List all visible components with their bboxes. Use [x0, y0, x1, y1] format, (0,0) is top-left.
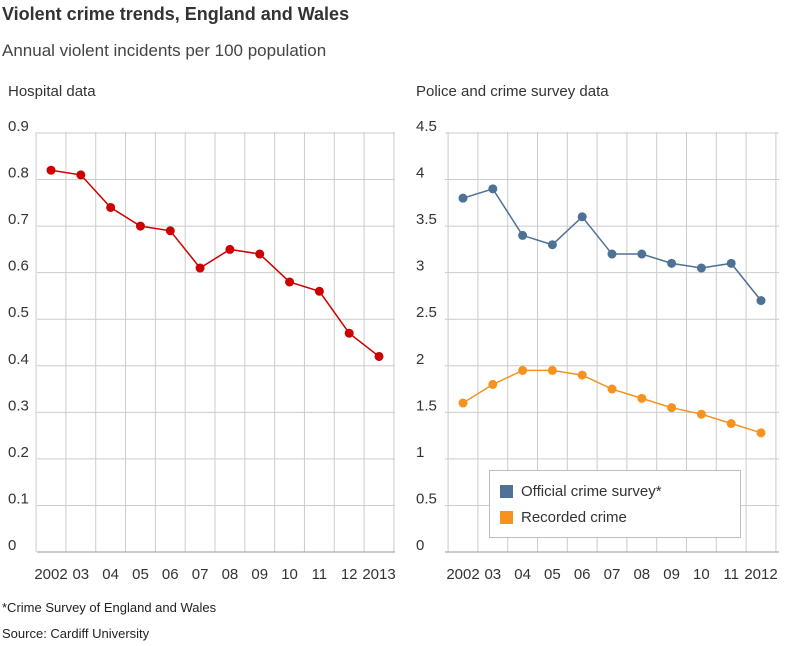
x-tick-label: 2002	[34, 566, 67, 583]
y-tick-label: 0.4	[8, 351, 29, 368]
x-tick-label: 07	[604, 566, 621, 583]
data-point	[726, 258, 736, 268]
data-point	[577, 212, 587, 222]
y-tick-label: 0.8	[8, 165, 29, 182]
data-point	[458, 193, 468, 203]
chart-title: Violent crime trends, England and Wales	[2, 4, 350, 24]
data-point	[607, 384, 617, 394]
x-tick-label: 09	[663, 566, 680, 583]
y-tick-label: 2.5	[416, 304, 437, 321]
legend: Official crime survey* Recorded crime	[489, 470, 741, 538]
y-tick-label: 2	[416, 351, 424, 368]
y-tick-label: 0	[8, 537, 16, 554]
data-point	[458, 398, 468, 408]
x-tick-label: 2013	[362, 566, 395, 583]
y-tick-label: 0	[416, 537, 424, 554]
chart-panel-0: Hospital data 0 0.1 0.2 0.3 0.4 0.5 0.6 0.7 0.8 0.…	[8, 83, 396, 583]
data-point	[756, 296, 766, 306]
legend-item-recorded: Recorded crime	[500, 509, 627, 526]
x-tick-label: 12	[341, 566, 358, 583]
data-point	[637, 393, 647, 403]
x-tick-label: 08	[633, 566, 650, 583]
y-tick-label: 0.6	[8, 258, 29, 275]
y-tick-label: 0.7	[8, 211, 29, 228]
y-tick-label: 0.1	[8, 490, 29, 507]
x-tick-label: 05	[132, 566, 149, 583]
data-point	[344, 328, 354, 338]
panel-title-0: Hospital data	[8, 83, 96, 100]
x-tick-label: 08	[222, 566, 239, 583]
y-tick-label: 3.5	[416, 211, 437, 228]
x-tick-label: 10	[693, 566, 710, 583]
x-tick-label: 03	[484, 566, 501, 583]
data-point	[76, 170, 86, 180]
data-point	[547, 365, 557, 375]
legend-swatch-recorded	[500, 511, 513, 524]
data-point	[756, 428, 766, 438]
legend-swatch-official	[500, 485, 513, 498]
data-point	[255, 249, 265, 259]
x-tick-label: 03	[72, 566, 89, 583]
data-point	[607, 249, 617, 259]
data-point	[488, 184, 498, 194]
data-point	[667, 258, 677, 268]
data-point	[637, 249, 647, 259]
x-tick-label: 04	[102, 566, 119, 583]
data-point	[374, 351, 384, 361]
data-point	[488, 379, 498, 389]
data-point	[696, 263, 706, 273]
data-point	[518, 230, 528, 240]
x-tick-label: 10	[281, 566, 298, 583]
data-point	[195, 263, 205, 273]
x-tick-label: 09	[251, 566, 268, 583]
footnote: *Crime Survey of England and Wales	[2, 600, 217, 615]
legend-item-official: Official crime survey*	[500, 483, 662, 500]
data-point	[314, 286, 324, 296]
data-point	[547, 240, 557, 250]
y-tick-label: 0.2	[8, 444, 29, 461]
data-point	[165, 226, 175, 236]
data-point	[225, 244, 235, 254]
series-line	[50, 169, 380, 358]
y-tick-label: 0.5	[8, 304, 29, 321]
x-tick-label: 07	[192, 566, 209, 583]
panel-title-1: Police and crime survey data	[416, 83, 609, 100]
data-point	[135, 221, 145, 231]
y-tick-label: 4.5	[416, 118, 437, 135]
y-tick-label: 0.5	[416, 490, 437, 507]
data-point	[577, 370, 587, 380]
data-point	[518, 365, 528, 375]
y-tick-label: 0.9	[8, 118, 29, 135]
x-tick-label: 11	[723, 566, 739, 583]
y-tick-label: 4	[416, 165, 424, 182]
x-tick-label: 2002	[446, 566, 479, 583]
y-tick-label: 3	[416, 258, 424, 275]
x-tick-label: 06	[574, 566, 591, 583]
data-point	[106, 202, 116, 212]
x-tick-label: 2012	[744, 566, 777, 583]
y-tick-label: 1.5	[416, 397, 437, 414]
x-tick-label: 05	[544, 566, 561, 583]
data-point	[285, 277, 295, 287]
data-point	[696, 409, 706, 419]
data-point	[726, 419, 736, 429]
x-tick-label: 11	[312, 566, 328, 583]
source-note: Source: Cardiff University	[2, 626, 150, 641]
legend-label-recorded: Recorded crime	[521, 509, 627, 526]
data-point	[667, 403, 677, 413]
chart-subtitle: Annual violent incidents per 100 populat…	[2, 41, 327, 60]
x-tick-label: 06	[162, 566, 179, 583]
chart-panel-1: Police and crime survey data 0 0.5 1 1.5 2 2.5…	[416, 83, 779, 583]
y-tick-label: 1	[416, 444, 424, 461]
x-tick-label: 04	[514, 566, 531, 583]
y-tick-label: 0.3	[8, 397, 29, 414]
legend-label-official: Official crime survey*	[521, 483, 662, 500]
data-point	[46, 165, 56, 175]
chart-area: Hospital data 0 0.1 0.2 0.3 0.4 0.5 0.6 0.7 0.8 0.…	[8, 83, 779, 583]
